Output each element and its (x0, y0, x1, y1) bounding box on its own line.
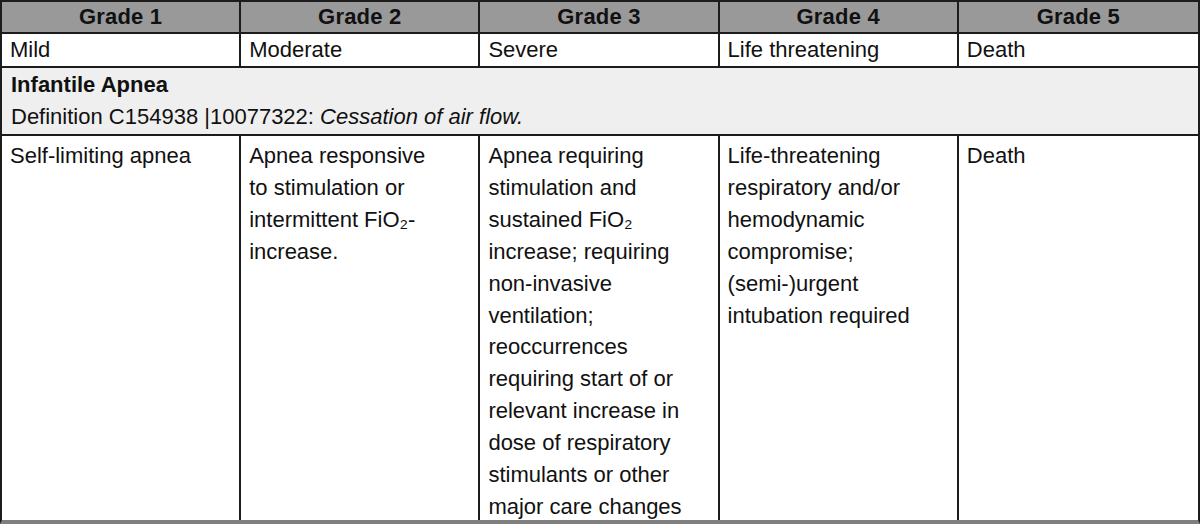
adverse-event-grading-table: Grade 1 Grade 2 Grade 3 Grade 4 Grade 5 … (0, 0, 1200, 524)
severity-cell-moderate: Moderate (241, 34, 480, 68)
description-cell-grade-4: Life-threatening respiratory and/or hemo… (720, 136, 959, 520)
definition-prefix: Definition C154938 |10077322: (11, 104, 320, 129)
description-cell-grade-5: Death (959, 136, 1198, 520)
severity-cell-severe: Severe (480, 34, 719, 68)
header-cell-grade-2: Grade 2 (241, 2, 480, 34)
definition-italic-text: Cessation of air flow. (320, 104, 523, 129)
description-cell-grade-2: Apnea responsive to stimulation or inter… (241, 136, 480, 520)
severity-cell-mild: Mild (2, 34, 241, 68)
header-cell-grade-1: Grade 1 (2, 2, 241, 34)
header-cell-grade-3: Grade 3 (480, 2, 719, 34)
severity-cell-death: Death (959, 34, 1198, 68)
section-definition-row: Infantile Apnea Definition C154938 |1007… (2, 68, 1198, 136)
section-definition: Definition C154938 |10077322: Cessation … (11, 101, 1189, 133)
document-page: Grade 1 Grade 2 Grade 3 Grade 4 Grade 5 … (0, 0, 1200, 524)
section-title: Infantile Apnea (11, 69, 1189, 101)
header-cell-grade-4: Grade 4 (720, 2, 959, 34)
severity-cell-life-threatening: Life threatening (720, 34, 959, 68)
header-cell-grade-5: Grade 5 (959, 2, 1198, 34)
description-cell-grade-3: Apnea requiring stimulation and sustaine… (480, 136, 719, 520)
description-cell-grade-1: Self-limiting apnea (2, 136, 241, 520)
